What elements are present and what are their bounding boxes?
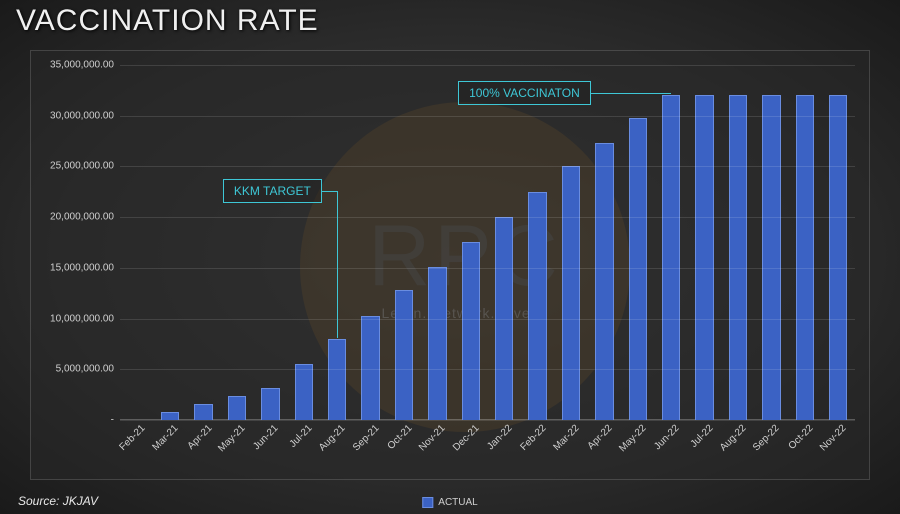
bar: [328, 339, 346, 420]
y-axis-label: 25,000,000.00: [50, 161, 114, 172]
y-axis-label: -: [111, 415, 114, 426]
bar: [261, 388, 279, 420]
bar: [361, 316, 379, 420]
bar: [796, 95, 814, 420]
bar-slot: Apr-21: [187, 65, 220, 420]
source-label: Source: JKJAV: [18, 494, 98, 508]
y-axis-label: 30,000,000.00: [50, 110, 114, 121]
bar: [829, 95, 847, 420]
bar-slot: Jun-22: [655, 65, 688, 420]
gridline: 10,000,000.00: [120, 319, 855, 320]
legend: ACTUAL: [422, 497, 477, 508]
bar: [662, 95, 680, 420]
bar: [629, 118, 647, 420]
chart-title: VACCINATION RATE: [16, 4, 319, 38]
bar-slot: Jul-21: [287, 65, 320, 420]
bar-slot: Jun-21: [254, 65, 287, 420]
gridline: 15,000,000.00: [120, 268, 855, 269]
bar-slot: Sep-21: [354, 65, 387, 420]
y-axis-label: 5,000,000.00: [56, 364, 114, 375]
bar: [528, 192, 546, 420]
legend-swatch: [422, 497, 433, 508]
annotation-box: 100% VACCINATON: [458, 81, 591, 105]
bar: [395, 290, 413, 420]
gridline: 5,000,000.00: [120, 369, 855, 370]
bar-slot: Nov-22: [822, 65, 855, 420]
gridline: 20,000,000.00: [120, 217, 855, 218]
y-axis-label: 35,000,000.00: [50, 60, 114, 71]
bar: [762, 95, 780, 420]
bar: [562, 166, 580, 420]
y-axis-label: 15,000,000.00: [50, 262, 114, 273]
bar: [729, 95, 747, 420]
bar: [428, 267, 446, 420]
bar-slot: Feb-22: [521, 65, 554, 420]
gridline: -: [120, 420, 855, 421]
bar-slot: Jul-22: [688, 65, 721, 420]
bar-slot: Aug-22: [721, 65, 754, 420]
bar-slot: Feb-21: [120, 65, 153, 420]
bar: [194, 404, 212, 420]
annotation-line: [591, 93, 671, 94]
annotation-line: [337, 191, 338, 339]
bar-slot: Mar-21: [153, 65, 186, 420]
bar-slot: Oct-22: [788, 65, 821, 420]
bar-slot: Oct-21: [387, 65, 420, 420]
plot-area: Feb-21Mar-21Apr-21May-21Jun-21Jul-21 Aug-…: [120, 65, 855, 420]
bar: [295, 364, 313, 420]
bar: [228, 396, 246, 420]
bar-slot: Mar-22: [554, 65, 587, 420]
y-axis-label: 10,000,000.00: [50, 313, 114, 324]
bar: [695, 95, 713, 420]
chart-frame: VACCINATION RATE RPC Learn. Network. Inv…: [0, 0, 900, 514]
bar-slot: May-22: [621, 65, 654, 420]
bar-slot: Jan-22: [487, 65, 520, 420]
bar-container: Feb-21Mar-21Apr-21May-21Jun-21Jul-21 Aug-…: [120, 65, 855, 420]
bar: [595, 143, 613, 420]
legend-label: ACTUAL: [438, 497, 477, 508]
y-axis-label: 20,000,000.00: [50, 212, 114, 223]
bar-slot: Sep-22: [755, 65, 788, 420]
annotation-box: KKM TARGET: [223, 179, 322, 203]
gridline: 35,000,000.00: [120, 65, 855, 66]
gridline: 30,000,000.00: [120, 116, 855, 117]
bar-slot: Dec-21: [454, 65, 487, 420]
bar-slot: Nov-21: [421, 65, 454, 420]
annotation-line: [322, 191, 337, 192]
bar-slot: May-21: [220, 65, 253, 420]
bar: [161, 412, 179, 420]
gridline: 25,000,000.00: [120, 166, 855, 167]
bar-slot: Apr-22: [588, 65, 621, 420]
